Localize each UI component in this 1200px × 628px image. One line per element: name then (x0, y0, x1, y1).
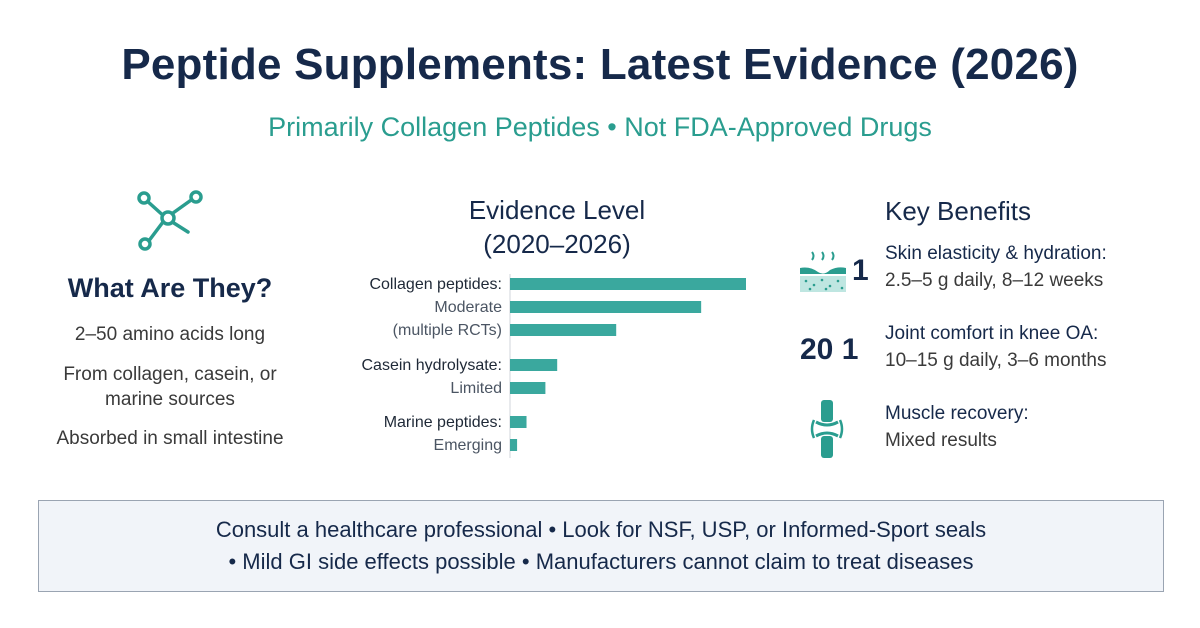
chart-title-sub: (2020–2026) (483, 229, 631, 259)
disclaimer-line-2: • Mild GI side effects possible • Manufa… (228, 549, 974, 574)
disclaimer-line-1: Consult a healthcare professional • Look… (215, 517, 987, 542)
benefit-detail-skin: 2.5–5 g daily, 8–12 weeks (885, 270, 1104, 291)
left-item-source-cont: marine sources (105, 389, 235, 410)
benefit-title-muscle: Muscle recovery: (885, 403, 1029, 424)
evidence-chart: Collagen peptides: Moderate (multiple RCTs… (361, 274, 746, 458)
chart-evidence-label: Emerging (434, 437, 502, 454)
chart-category-label: Collagen peptides: (369, 276, 502, 293)
page-title: Peptide Supplements: Latest Evidence (20… (121, 40, 1079, 89)
benefit-detail-muscle: Mixed results (885, 430, 997, 451)
key-benefits-title: Key Benefits (885, 196, 1031, 226)
chart-evidence-label: Moderate (434, 299, 502, 316)
benefit-number-skin: 1 (852, 254, 869, 287)
chart-evidence-label: (multiple RCTs) (393, 322, 502, 339)
page-subtitle: Primarily Collagen Peptides • Not FDA-Ap… (268, 112, 932, 142)
chart-category-label: Marine peptides: (384, 414, 502, 431)
benefit-number-joint: 20 1 (800, 333, 859, 366)
chart-title-main: Evidence Level (468, 195, 646, 225)
evidence-bar (510, 359, 558, 371)
skin-layers-icon (800, 251, 846, 292)
evidence-bar (510, 382, 546, 394)
disclaimer-box: Consult a healthcare professional • Look… (38, 500, 1164, 592)
left-item-source: From collagen, casein, or (63, 364, 277, 385)
molecule-icon (137, 190, 203, 251)
chart-title: Evidence Level (2020–2026) (392, 193, 722, 261)
muscle-knee-icon (810, 400, 844, 458)
benefit-title-skin: Skin elasticity & hydration: (885, 243, 1107, 264)
chart-category-label: Casein hydrolysate: (361, 357, 502, 374)
evidence-bar (510, 324, 617, 336)
left-item-length: 2–50 amino acids long (74, 324, 266, 345)
evidence-bar (510, 439, 518, 451)
benefit-title-joint: Joint comfort in knee OA: (885, 323, 1099, 344)
evidence-bar (510, 278, 746, 290)
left-heading: What Are They? (67, 273, 273, 303)
chart-evidence-label: Limited (450, 380, 502, 397)
evidence-bar (510, 301, 702, 313)
left-item-absorption: Absorbed in small intestine (56, 428, 284, 449)
benefit-detail-joint: 10–15 g daily, 3–6 months (885, 350, 1107, 371)
evidence-bar (510, 416, 527, 428)
